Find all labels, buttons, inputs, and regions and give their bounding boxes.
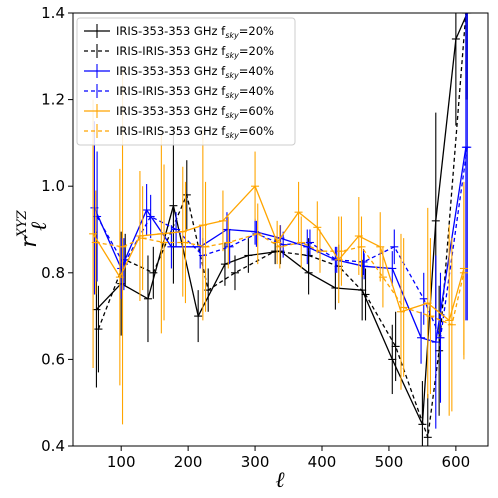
x-axis-label: ℓ (275, 468, 285, 493)
y-tick-label: 0.4 (41, 437, 65, 455)
legend-box (76, 17, 296, 146)
legend-item: IRIS-353-353 GHz fsky=40% (84, 64, 274, 80)
legend-label: IRIS-353-353 GHz fsky=60% (116, 104, 274, 120)
legend-label: IRIS-IRIS-353 GHz fsky=20% (116, 44, 274, 60)
legend-label: IRIS-IRIS-353 GHz fsky=60% (116, 124, 274, 140)
y-tick-label: 1.4 (41, 4, 65, 22)
series-line (95, 13, 468, 425)
series-line (92, 185, 465, 322)
x-tick-label: 400 (308, 453, 337, 471)
legend-item: IRIS-IRIS-353 GHz fsky=40% (84, 84, 274, 100)
y-axis-label: rXYZ ℓ (15, 209, 52, 247)
y-tick-label: 0.6 (41, 350, 65, 368)
x-tick-label: 100 (107, 453, 136, 471)
x-axis: 100 200 300 400 500 600 (107, 446, 470, 471)
plot-frame (72, 12, 489, 447)
y-axis-label-sup: XYZ (15, 209, 30, 238)
x-tick-label: 600 (442, 453, 471, 471)
svg-text:rXYZ: rXYZ (15, 209, 42, 247)
y-tick-label: 1.2 (41, 91, 65, 109)
legend-item: IRIS-IRIS-353 GHz fsky=20% (84, 44, 274, 60)
series-6 (91, 69, 468, 425)
x-tick-label: 300 (241, 453, 270, 471)
series-5 (89, 99, 468, 416)
y-tick-label: 1.0 (41, 177, 65, 195)
y-axis-label-sub: ℓ (27, 221, 52, 231)
legend-item: IRIS-353-353 GHz fsky=60% (84, 104, 274, 120)
y-tick-label: 0.8 (41, 264, 65, 282)
x-tick-label: 500 (375, 453, 404, 471)
legend-item: IRIS-IRIS-353 GHz fsky=60% (84, 124, 274, 140)
series-4 (93, 13, 472, 403)
legend: IRIS-353-353 GHz fsky=20% IRIS-IRIS-353 G… (76, 17, 296, 146)
series-line (97, 13, 467, 438)
x-tick-label: 200 (174, 453, 203, 471)
series-line (96, 147, 468, 341)
series-line (95, 233, 465, 326)
y-axis-label-main: r (17, 236, 42, 248)
legend-label: IRIS-IRIS-353 GHz fsky=40% (116, 84, 274, 100)
y-axis: 0.4 0.6 0.8 1.0 1.2 1.4 (41, 4, 73, 455)
legend-label: IRIS-353-353 GHz fsky=40% (116, 64, 274, 80)
legend-label: IRIS-353-353 GHz fsky=20% (116, 24, 274, 40)
series-layer (89, 13, 472, 446)
legend-item: IRIS-353-353 GHz fsky=20% (84, 24, 274, 40)
